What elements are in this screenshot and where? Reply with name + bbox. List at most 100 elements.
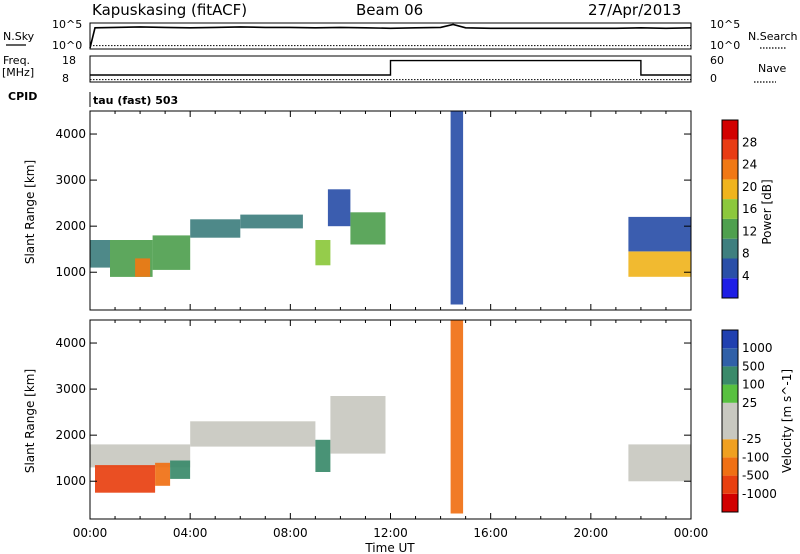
nave-tick-top: 60 bbox=[710, 54, 724, 67]
colorbar-tick-label: -25 bbox=[742, 432, 762, 446]
colorbar-tick-label: 16 bbox=[742, 202, 757, 216]
heat-cell-6 bbox=[240, 214, 303, 229]
heat-cell-7 bbox=[315, 240, 331, 266]
freq-unit: [MHz] bbox=[2, 66, 34, 79]
heat-cell-7 bbox=[330, 396, 386, 454]
heat-cell-5 bbox=[190, 219, 241, 238]
nsearch-tick-bottom: 10^0 bbox=[710, 39, 740, 52]
colorbar-swatch bbox=[722, 330, 738, 349]
date-title: 27/Apr/2013 bbox=[588, 1, 681, 19]
colorbar-tick-label: 500 bbox=[742, 359, 765, 373]
colorbar-frame bbox=[721, 119, 739, 299]
heat-cell-11 bbox=[628, 251, 691, 277]
colorbar-tick-label: -1000 bbox=[742, 487, 777, 501]
colorbar-tick-label: 25 bbox=[742, 396, 757, 410]
colorbar-swatch bbox=[722, 218, 738, 239]
velocity-y-axis: 1000 2000 3000 4000 bbox=[55, 336, 691, 488]
colorbar-frame bbox=[721, 329, 739, 513]
colorbar-swatch bbox=[722, 278, 738, 298]
colorbar-swatch bbox=[722, 366, 738, 385]
freq-tick-top: 18 bbox=[62, 54, 76, 67]
power-y-axis: 1000 2000 3000 4000 bbox=[55, 127, 691, 279]
heat-cell-2 bbox=[95, 465, 156, 493]
nsearch-label: N.Search bbox=[748, 30, 798, 43]
nsky-tick-bottom: 10^0 bbox=[52, 39, 82, 52]
power-colorbar-label: Power [dB] bbox=[760, 179, 774, 244]
colorbar-swatch bbox=[722, 439, 738, 458]
x-tick-label: 12:00 bbox=[373, 526, 408, 540]
x-tick-label: 00:00 bbox=[674, 526, 709, 540]
time-axis-label: Time UT bbox=[364, 541, 415, 554]
freq-series bbox=[90, 59, 691, 81]
colorbar-swatch bbox=[722, 120, 738, 140]
mode-label: tau (fast) 503 bbox=[93, 94, 178, 107]
time-axis: 00:00 04:00 08:00 12:00 16:00 20:00 00:00 bbox=[73, 111, 709, 540]
y-tick-label: 4000 bbox=[55, 336, 86, 350]
y-tick-label: 3000 bbox=[55, 173, 86, 187]
series-line-freq- bbox=[90, 59, 691, 76]
heat-cell-3 bbox=[135, 258, 151, 277]
y-tick-label: 1000 bbox=[55, 474, 86, 488]
heat-cell-10 bbox=[450, 111, 464, 305]
y-tick-label: 2000 bbox=[55, 219, 86, 233]
nsky-label: N.Sky bbox=[3, 30, 35, 43]
x-tick-label: 04:00 bbox=[173, 526, 208, 540]
heat-cell-12 bbox=[628, 216, 691, 252]
colorbar-swatch bbox=[722, 199, 738, 219]
x-tick-label: 00:00 bbox=[73, 526, 108, 540]
colorbar-tick-label: 12 bbox=[742, 224, 757, 238]
heat-cell-1 bbox=[90, 444, 191, 468]
x-tick-label: 16:00 bbox=[473, 526, 508, 540]
beam-title: Beam 06 bbox=[356, 1, 423, 19]
nave-label: Nave bbox=[758, 62, 786, 75]
colorbar-tick-label: 24 bbox=[742, 158, 757, 172]
y-tick-label: 3000 bbox=[55, 382, 86, 396]
heat-cell-9 bbox=[350, 212, 386, 245]
nsky-panel-frame bbox=[89, 22, 692, 50]
x-tick-label: 08:00 bbox=[273, 526, 308, 540]
freq-panel-frame bbox=[89, 55, 692, 83]
heat-cell-9 bbox=[628, 444, 691, 482]
nsearch-tick-top: 10^5 bbox=[710, 18, 740, 31]
velocity-panel-frame bbox=[89, 319, 692, 520]
heat-cell-8 bbox=[327, 189, 351, 227]
heat-cell-5 bbox=[190, 421, 316, 447]
colorbar-swatch bbox=[722, 384, 738, 403]
power-colorbar: 4 8 12 16 20 24 28 bbox=[721, 119, 757, 299]
colorbar-swatch bbox=[722, 421, 738, 440]
freq-tick-bottom: 8 bbox=[62, 72, 69, 85]
y-tick-label: 2000 bbox=[55, 428, 86, 442]
colorbar-swatch bbox=[722, 159, 738, 180]
station-title: Kapuskasing (fitACF) bbox=[92, 1, 247, 19]
nave-tick-bottom: 0 bbox=[710, 72, 717, 85]
colorbar-swatch bbox=[722, 179, 738, 200]
velocity-heatmap bbox=[90, 320, 691, 514]
x-tick-label: 20:00 bbox=[574, 526, 609, 540]
heat-cell-4 bbox=[170, 460, 191, 479]
colorbar-swatch bbox=[722, 139, 738, 160]
colorbar-tick-label: 8 bbox=[742, 247, 750, 261]
colorbar-swatch bbox=[722, 238, 738, 259]
velocity-ylabel: Slant Range [km] bbox=[23, 369, 37, 473]
heat-cell-8 bbox=[450, 320, 464, 514]
y-tick-label: 1000 bbox=[55, 265, 86, 279]
colorbar-tick-label: 28 bbox=[742, 135, 757, 149]
colorbar-tick-label: -100 bbox=[742, 450, 769, 464]
colorbar-swatch bbox=[722, 258, 738, 279]
colorbar-tick-label: 4 bbox=[742, 269, 750, 283]
heat-cell-6 bbox=[315, 439, 331, 472]
colorbar-tick-label: 100 bbox=[742, 378, 765, 392]
heat-cell-4 bbox=[152, 235, 191, 270]
y-tick-label: 4000 bbox=[55, 127, 86, 141]
heat-cell-3 bbox=[155, 462, 171, 486]
power-panel-frame bbox=[89, 110, 692, 311]
colorbar-tick-label: 20 bbox=[742, 180, 757, 194]
colorbar-swatch bbox=[722, 348, 738, 367]
cpid-label: CPID bbox=[8, 90, 37, 103]
colorbar-swatch bbox=[722, 402, 738, 421]
series-line-n-sky bbox=[89, 23, 692, 49]
colorbar-swatch bbox=[722, 475, 738, 494]
power-heatmap bbox=[90, 111, 691, 305]
nsky-tick-top: 10^5 bbox=[52, 18, 82, 31]
